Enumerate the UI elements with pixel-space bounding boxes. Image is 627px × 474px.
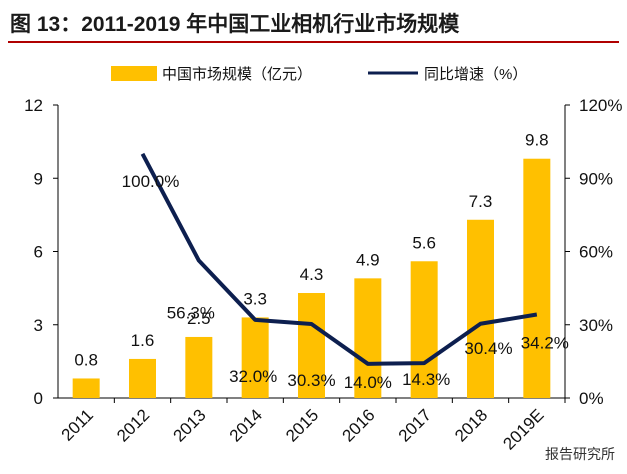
legend-label-line: 同比增速（%） (424, 66, 527, 83)
line-value-label: 30.4% (464, 339, 512, 358)
line-value-label: 100.0% (122, 172, 180, 191)
line-value-label: 56.3% (167, 304, 215, 323)
bar-value-label: 1.6 (131, 331, 155, 350)
bar (523, 158, 551, 398)
x-tick-label: 2017 (395, 405, 435, 445)
bar (185, 336, 213, 398)
title-rule (8, 41, 619, 43)
x-tick-label: 2013 (169, 405, 209, 445)
y-left-tick-label: 0 (34, 389, 43, 408)
y-right-tick-label: 30% (579, 316, 613, 335)
growth-line (140, 152, 538, 366)
bar-series (72, 158, 551, 398)
bar (410, 261, 438, 398)
legend-label-bar: 中国市场规模（亿元） (162, 66, 312, 83)
line-value-label: 34.2% (521, 333, 569, 352)
legend: 中国市场规模（亿元） 同比增速（%） (111, 66, 527, 83)
x-tick-label: 2016 (338, 405, 378, 445)
bar-value-label: 3.3 (243, 289, 267, 308)
line-series (140, 152, 538, 366)
y-right-tick-label: 60% (579, 243, 613, 262)
watermark: 报告研究所 (545, 446, 615, 462)
bar-value-label: 4.9 (356, 250, 380, 269)
chart-title: 图 13：2011-2019 年中国工业相机行业市场规模 (10, 13, 460, 36)
line-value-label: 30.3% (287, 371, 335, 390)
line-value-label: 32.0% (229, 367, 277, 386)
bar-value-label: 7.3 (469, 192, 493, 211)
line-value-label: 14.3% (402, 370, 450, 389)
legend-swatch-bar (111, 66, 157, 81)
bar (72, 378, 100, 398)
y-left-tick-label: 9 (34, 169, 43, 188)
bar-value-label: 0.8 (74, 350, 98, 369)
data-labels: 0.8 1.6 2.5 3.3 4.3 4.9 5.6 7.3 9.8 100.0% 56.3% 32… (74, 131, 569, 392)
bar (467, 219, 494, 398)
bar-value-label: 4.3 (300, 265, 324, 284)
bar (241, 317, 269, 398)
y-left-tick-label: 12 (24, 96, 43, 115)
x-tick-label: 2018 (451, 405, 491, 445)
x-tick-label: 2011 (58, 405, 97, 444)
y-right-tick-label: 0% (579, 389, 604, 408)
bar-value-label: 5.6 (412, 233, 436, 252)
x-tick-label: 2014 (226, 405, 266, 445)
x-tick-label: 2015 (282, 405, 322, 445)
y-right-tick-label: 120% (579, 96, 622, 115)
line-value-label: 14.0% (344, 373, 392, 392)
bar-value-label: 9.8 (525, 131, 549, 150)
x-tick-label: 2019E (499, 405, 547, 453)
bar (129, 358, 156, 398)
bar (298, 293, 325, 398)
bar (354, 278, 382, 398)
y-right-tick-label: 90% (579, 169, 613, 188)
bar-value-label: 2.5 (187, 309, 211, 328)
y-left-tick-label: 6 (34, 243, 43, 262)
x-tick-label: 2012 (113, 405, 153, 445)
y-left-tick-label: 3 (34, 316, 43, 335)
